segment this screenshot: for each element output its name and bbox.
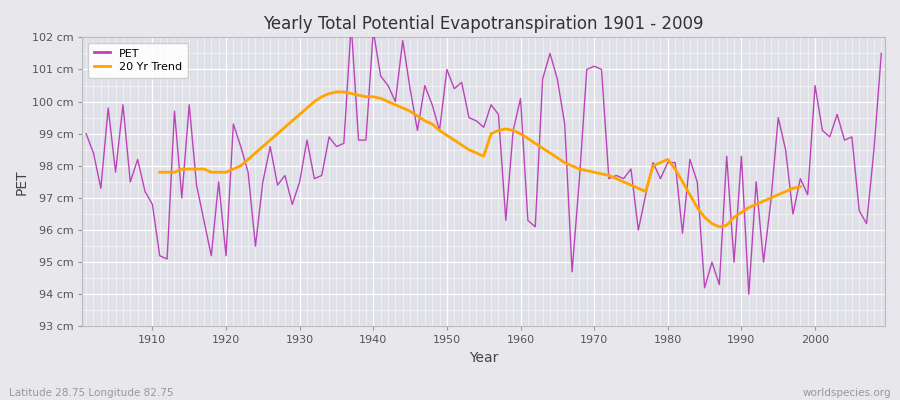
- Line: 20 Yr Trend: 20 Yr Trend: [159, 92, 800, 227]
- 20 Yr Trend: [331, 90, 342, 94]
- 20 Yr Trend: [154, 170, 165, 175]
- 20 Yr Trend: [338, 90, 349, 94]
- 20 Yr Trend: [537, 146, 548, 150]
- 20 Yr Trend: [478, 154, 489, 158]
- PET: [346, 22, 356, 27]
- PET: [515, 96, 526, 101]
- Text: Latitude 28.75 Longitude 82.75: Latitude 28.75 Longitude 82.75: [9, 388, 174, 398]
- PET: [523, 218, 534, 223]
- PET: [611, 173, 622, 178]
- Text: worldspecies.org: worldspecies.org: [803, 388, 891, 398]
- Title: Yearly Total Potential Evapotranspiration 1901 - 2009: Yearly Total Potential Evapotranspiratio…: [264, 15, 704, 33]
- 20 Yr Trend: [662, 157, 673, 162]
- PET: [743, 292, 754, 297]
- Legend: PET, 20 Yr Trend: PET, 20 Yr Trend: [88, 43, 188, 78]
- X-axis label: Year: Year: [469, 351, 499, 365]
- 20 Yr Trend: [795, 184, 806, 189]
- 20 Yr Trend: [169, 170, 180, 175]
- 20 Yr Trend: [346, 91, 356, 96]
- PET: [140, 189, 150, 194]
- 20 Yr Trend: [714, 224, 724, 229]
- Y-axis label: PET: PET: [15, 169, 29, 195]
- PET: [353, 138, 364, 142]
- PET: [81, 131, 92, 136]
- Line: PET: PET: [86, 24, 881, 294]
- PET: [876, 51, 886, 56]
- PET: [302, 138, 312, 142]
